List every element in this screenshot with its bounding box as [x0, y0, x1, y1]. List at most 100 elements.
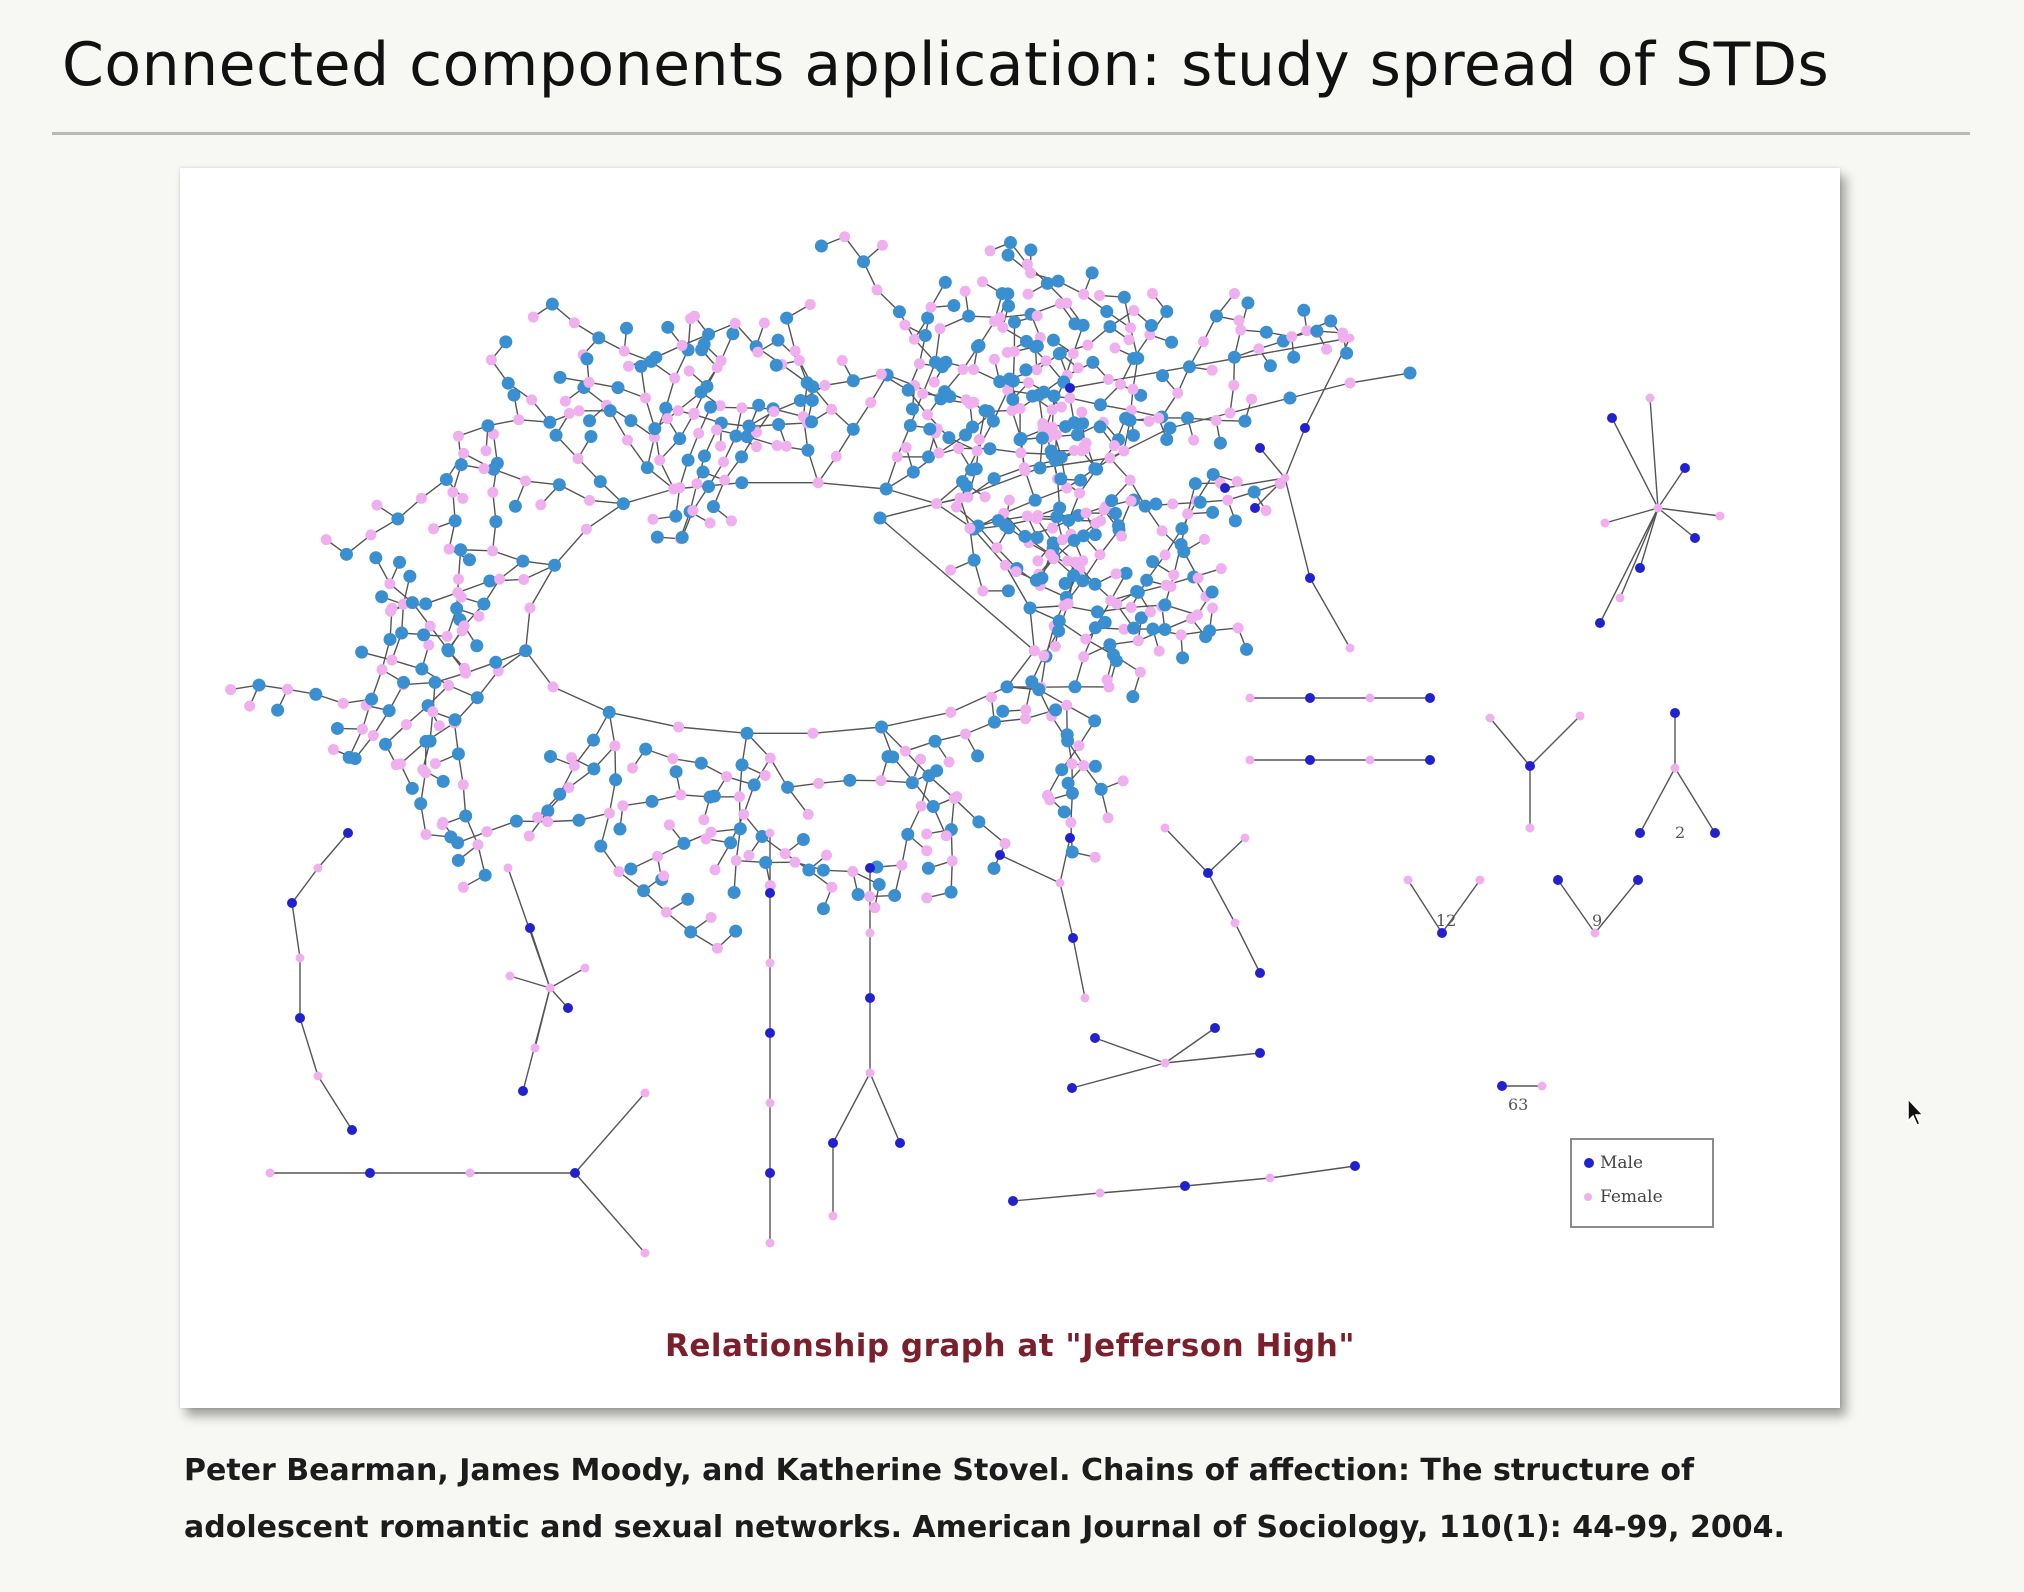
female-node — [356, 723, 368, 735]
female-node — [821, 849, 833, 861]
male-node — [1054, 472, 1068, 486]
female-node — [971, 445, 983, 457]
female-node — [1715, 511, 1725, 521]
female-node — [1160, 1058, 1170, 1068]
graph-edge — [1207, 837, 1246, 874]
female-node — [719, 474, 731, 486]
female-node — [953, 442, 965, 454]
male-node — [1085, 266, 1099, 280]
male-node — [1098, 615, 1112, 629]
male-node — [414, 797, 428, 811]
female-node — [485, 354, 497, 366]
graph-edge — [1349, 372, 1411, 384]
female-node — [683, 365, 695, 377]
graph-legend: Male Female — [1570, 1138, 1714, 1228]
male-node — [1241, 296, 1255, 310]
male-node — [939, 355, 953, 369]
graph-edge — [1284, 477, 1311, 579]
female-node — [921, 892, 933, 904]
male-node — [405, 781, 419, 795]
male-node — [444, 830, 458, 844]
male-node — [543, 415, 557, 429]
female-node — [661, 413, 673, 425]
female-node — [1078, 288, 1090, 300]
male-node — [1025, 675, 1039, 689]
male-node — [901, 827, 915, 841]
male-node — [594, 839, 608, 853]
male-node — [726, 327, 740, 341]
male-node — [681, 453, 695, 467]
female-node — [545, 983, 555, 993]
graph-edge — [1234, 922, 1261, 974]
component-label-63: 63 — [1508, 1095, 1528, 1114]
male-node — [872, 878, 886, 892]
female-node — [627, 762, 639, 774]
male-node — [648, 422, 662, 436]
female-node — [1101, 674, 1113, 686]
legend-male-label: Male — [1600, 1153, 1644, 1173]
graph-edge — [317, 1075, 353, 1131]
male-node — [508, 499, 522, 513]
female-node — [1048, 553, 1060, 565]
male-node — [451, 853, 465, 867]
female-node — [921, 845, 933, 857]
male-node — [393, 555, 407, 569]
female-node — [672, 405, 684, 417]
male-node — [816, 902, 830, 916]
female-node — [1645, 393, 1655, 403]
component-labels: 12 9 2 63 — [1436, 823, 1685, 1114]
male-node — [309, 687, 323, 701]
female-node — [1123, 334, 1135, 346]
male-node — [1051, 274, 1065, 288]
male-node — [1076, 318, 1090, 332]
female-node — [957, 363, 969, 375]
graph-edge — [1674, 767, 1716, 834]
male-node — [287, 898, 297, 908]
female-node — [1230, 918, 1240, 928]
female-node — [864, 891, 876, 903]
male-node — [587, 762, 601, 776]
female-node — [265, 1168, 275, 1178]
female-node — [738, 808, 750, 820]
female-node — [1224, 407, 1236, 419]
male-node — [342, 750, 356, 764]
female-node — [453, 573, 465, 585]
male-node — [1088, 577, 1102, 591]
male-node — [1146, 622, 1160, 636]
female-node — [443, 679, 455, 691]
male-node — [987, 715, 1001, 729]
female-node — [959, 285, 971, 297]
graph-nodes — [225, 231, 1725, 1258]
female-node — [295, 953, 305, 963]
male-node — [454, 543, 468, 557]
female-node — [337, 697, 349, 709]
male-node — [1035, 431, 1049, 445]
female-node — [865, 1068, 875, 1078]
female-node — [1104, 452, 1116, 464]
graph-edge — [291, 902, 301, 959]
male-node — [553, 787, 567, 801]
male-dot-icon — [1584, 1158, 1594, 1168]
female-node — [1144, 606, 1156, 618]
graph-edge — [1229, 397, 1291, 414]
female-node — [1210, 414, 1222, 426]
male-node — [735, 450, 749, 464]
female-node — [428, 523, 440, 535]
male-node — [553, 370, 567, 384]
male-node — [295, 1013, 305, 1023]
male-node — [1149, 497, 1163, 511]
male-node — [1205, 585, 1219, 599]
female-node — [376, 664, 388, 676]
male-node — [1030, 530, 1044, 544]
female-node — [674, 482, 686, 494]
male-node — [1158, 598, 1172, 612]
female-node — [660, 906, 672, 918]
legend-female-label: Female — [1600, 1187, 1663, 1207]
male-node — [1070, 428, 1084, 442]
male-node — [1287, 350, 1301, 364]
male-node — [1633, 875, 1643, 885]
female-node — [876, 239, 888, 251]
male-node — [1065, 786, 1079, 800]
male-node — [765, 1028, 775, 1038]
male-node — [470, 639, 484, 653]
